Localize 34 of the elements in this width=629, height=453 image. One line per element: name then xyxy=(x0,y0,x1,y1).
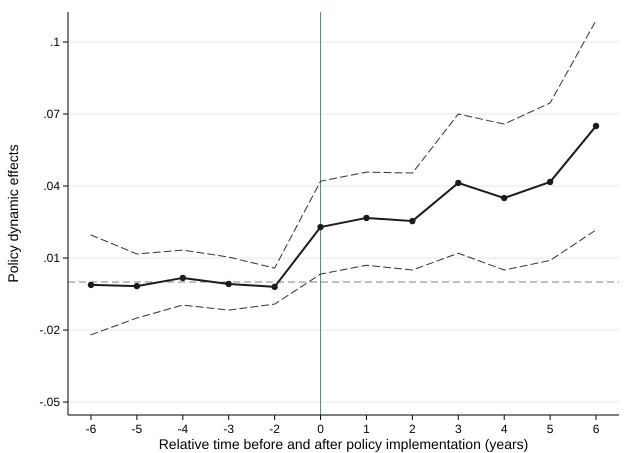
line-series xyxy=(90,20,597,269)
x-tick-label: 4 xyxy=(500,422,508,436)
y-tick-label: -.02 xyxy=(39,323,60,338)
point xyxy=(134,282,140,290)
x-axis-title: Relative time before and after policy implementation (years) xyxy=(158,436,528,452)
point xyxy=(226,280,232,288)
point xyxy=(271,284,278,290)
x-tick-label: 3 xyxy=(454,422,462,436)
y-tick-label: .01 xyxy=(43,251,60,266)
point xyxy=(88,282,94,288)
x-tick-label: -6 xyxy=(86,422,97,436)
point xyxy=(501,194,508,202)
point xyxy=(409,218,416,224)
x-tick-label: 1 xyxy=(363,422,370,436)
x-tick-label: -5 xyxy=(132,422,143,436)
x-tick-label: 2 xyxy=(409,422,416,436)
line-series xyxy=(90,229,597,336)
point xyxy=(592,122,600,130)
point xyxy=(546,178,554,186)
y-tick-label: .1 xyxy=(50,35,60,50)
x-tick-label: -4 xyxy=(177,422,188,436)
point xyxy=(455,180,462,186)
y-tick-label: -.05 xyxy=(39,395,60,410)
x-tick-label: -2 xyxy=(269,422,280,436)
x-tick-label: 5 xyxy=(546,422,554,436)
point xyxy=(363,214,370,222)
x-tick-label: 0 xyxy=(317,422,324,436)
point xyxy=(180,274,186,282)
point xyxy=(317,224,324,230)
y-tick-label: .07 xyxy=(43,107,60,122)
y-axis-title: Policy dynamic effects xyxy=(5,144,21,283)
x-tick-label: 6 xyxy=(592,422,600,436)
y-tick-label: .04 xyxy=(43,179,60,194)
x-tick-label: -3 xyxy=(223,422,234,436)
